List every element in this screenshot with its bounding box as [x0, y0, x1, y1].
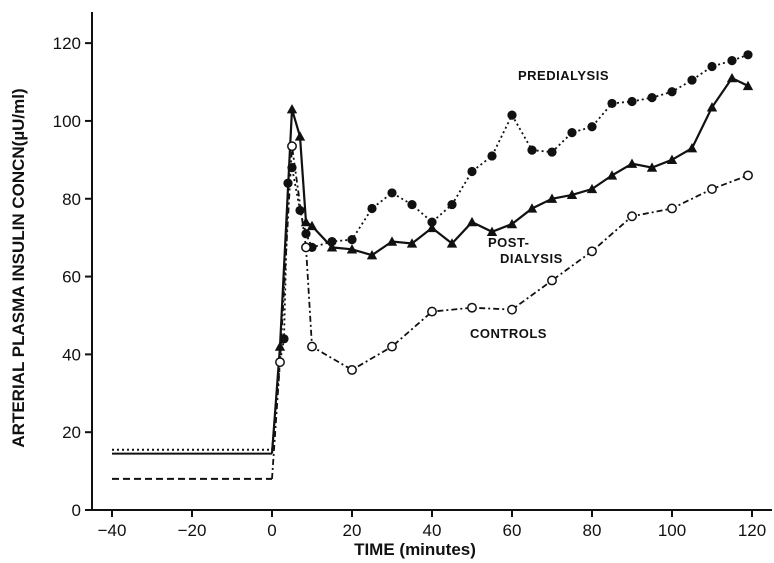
- data-point: [743, 50, 753, 60]
- data-point: [467, 302, 477, 313]
- axes: [85, 12, 772, 517]
- data-point: [667, 203, 677, 214]
- data-point: [607, 98, 617, 109]
- data-point: [566, 189, 578, 200]
- data-point: [306, 220, 318, 231]
- x-tick-label: 80: [583, 521, 602, 540]
- data-point: [626, 158, 638, 168]
- y-tick-label: 20: [62, 423, 81, 442]
- data-point: [386, 236, 398, 246]
- series-1: [112, 72, 754, 455]
- data-point: [586, 183, 598, 194]
- data-point: [295, 205, 305, 216]
- data-point: [467, 166, 477, 177]
- series-label-line: CONTROLS: [470, 326, 547, 341]
- data-point: [547, 147, 557, 157]
- series-0: [112, 50, 753, 451]
- data-point: [366, 249, 378, 260]
- data-point: [466, 216, 478, 227]
- data-point: [743, 170, 753, 181]
- data-point: [647, 92, 657, 103]
- data-point: [727, 56, 737, 66]
- data-point: [301, 229, 311, 239]
- series-line: [271, 146, 749, 479]
- data-point: [707, 61, 717, 72]
- data-point: [387, 341, 397, 352]
- data-point: [546, 193, 558, 203]
- y-tick-label: 120: [53, 34, 81, 53]
- x-tick-label: 40: [423, 521, 442, 540]
- y-tick-label: 0: [72, 501, 81, 520]
- series-plot-area: [112, 50, 754, 480]
- data-point: [547, 275, 557, 286]
- series-label-2: CONTROLS: [470, 326, 547, 341]
- x-tick-label: 20: [343, 521, 362, 540]
- y-tick-label: 100: [53, 112, 81, 131]
- data-point: [627, 211, 637, 222]
- x-tick-label: 60: [503, 521, 522, 540]
- data-point: [346, 244, 358, 254]
- data-point: [406, 238, 418, 248]
- x-tick-label: −20: [178, 521, 207, 540]
- x-tick-label: −40: [98, 521, 127, 540]
- series-label-line: PREDIALYSIS: [518, 68, 609, 83]
- data-point: [646, 162, 658, 172]
- series-label-1: POST-DIALYSIS: [488, 235, 563, 266]
- data-point: [427, 217, 437, 227]
- data-point: [606, 170, 618, 180]
- data-point: [294, 131, 306, 141]
- data-point: [486, 226, 498, 236]
- series-2: [112, 141, 753, 480]
- data-point: [706, 102, 718, 112]
- data-point: [275, 357, 285, 368]
- data-point: [587, 246, 597, 257]
- data-point: [687, 75, 697, 85]
- x-tick-label: 0: [267, 521, 276, 540]
- data-point: [427, 306, 437, 317]
- data-point: [274, 341, 286, 351]
- data-point: [387, 188, 397, 198]
- y-tick-label: 40: [62, 345, 81, 364]
- series-label-line: DIALYSIS: [500, 251, 563, 266]
- data-point: [666, 154, 678, 165]
- y-tick-label: 60: [62, 268, 81, 287]
- data-point: [447, 199, 457, 210]
- tick-labels: −40 −20 0 20 40 60 80 100 120 0 20 40 60 80 100 120: [53, 34, 767, 540]
- data-point: [446, 238, 458, 248]
- y-tick-label: 80: [62, 190, 81, 209]
- data-point: [506, 218, 518, 229]
- data-point: [686, 142, 698, 153]
- data-point: [742, 80, 754, 91]
- data-point: [567, 128, 577, 138]
- series-label-line: POST-: [488, 235, 530, 250]
- data-point: [707, 184, 717, 194]
- x-tick-label: 120: [738, 521, 766, 540]
- data-point: [526, 203, 538, 213]
- series-label-0: PREDIALYSIS: [518, 68, 609, 83]
- data-point: [301, 242, 311, 253]
- data-point: [286, 104, 298, 114]
- data-point: [667, 87, 677, 97]
- data-point: [527, 145, 537, 155]
- data-point: [287, 141, 297, 152]
- data-point: [347, 364, 357, 375]
- data-point: [407, 199, 417, 210]
- data-point: [507, 304, 517, 315]
- data-point: [507, 110, 517, 120]
- data-point: [487, 151, 497, 161]
- y-axis-title: ARTERIAL PLASMA INSULIN CONCN(µU/ml): [9, 88, 28, 447]
- data-point: [726, 72, 738, 83]
- data-point: [367, 203, 377, 214]
- data-point: [426, 222, 438, 233]
- x-tick-label: 100: [658, 521, 686, 540]
- data-point: [326, 242, 338, 252]
- data-point: [347, 235, 357, 245]
- data-point: [627, 96, 637, 107]
- series-labels: PREDIALYSIS POST-DIALYSIS CONTROLS: [470, 68, 609, 341]
- data-point: [587, 122, 597, 132]
- data-point: [307, 341, 317, 352]
- x-axis-title: TIME (minutes): [354, 540, 476, 559]
